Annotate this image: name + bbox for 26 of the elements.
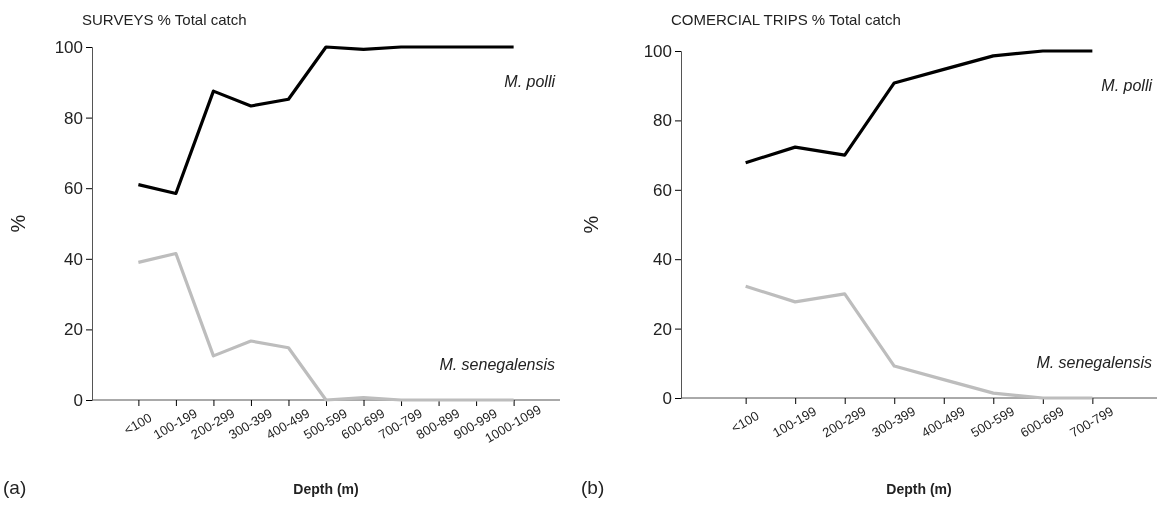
y-axis-title: % (580, 215, 602, 234)
x-axis-title: Depth (m) (886, 481, 952, 497)
chart-title: COMERCIAL TRIPS % Total catch (671, 11, 901, 28)
y-tick-label: 100 (643, 41, 672, 61)
chart-title: SURVEYS % Total catch (82, 11, 247, 28)
y-tick-label: 100 (54, 37, 83, 57)
y-tick-label: 0 (662, 388, 672, 408)
y-tick-label: 20 (64, 320, 83, 340)
series-label: M. senegalensis (1036, 354, 1152, 371)
x-tick-label: <100 (121, 410, 155, 438)
y-tick-label: 0 (73, 390, 83, 410)
text: (a) (3, 477, 27, 498)
y-tick-label: 80 (64, 108, 83, 128)
series-label: M. senegalensis (439, 356, 555, 373)
x-tick-label: <100 (728, 408, 762, 436)
text: (b) (581, 477, 605, 498)
y-tick-label: 20 (653, 319, 672, 339)
y-axis-title: % (7, 214, 29, 233)
series-label: M. polli (504, 73, 556, 90)
y-tick-label: 40 (653, 250, 672, 270)
y-tick-label: 60 (653, 180, 672, 200)
y-tick-label: 60 (64, 179, 83, 199)
y-tick-label: 40 (64, 249, 83, 269)
x-axis-title: Depth (m) (293, 481, 359, 497)
series-label: M. polli (1101, 77, 1153, 94)
y-tick-label: 80 (653, 111, 672, 131)
